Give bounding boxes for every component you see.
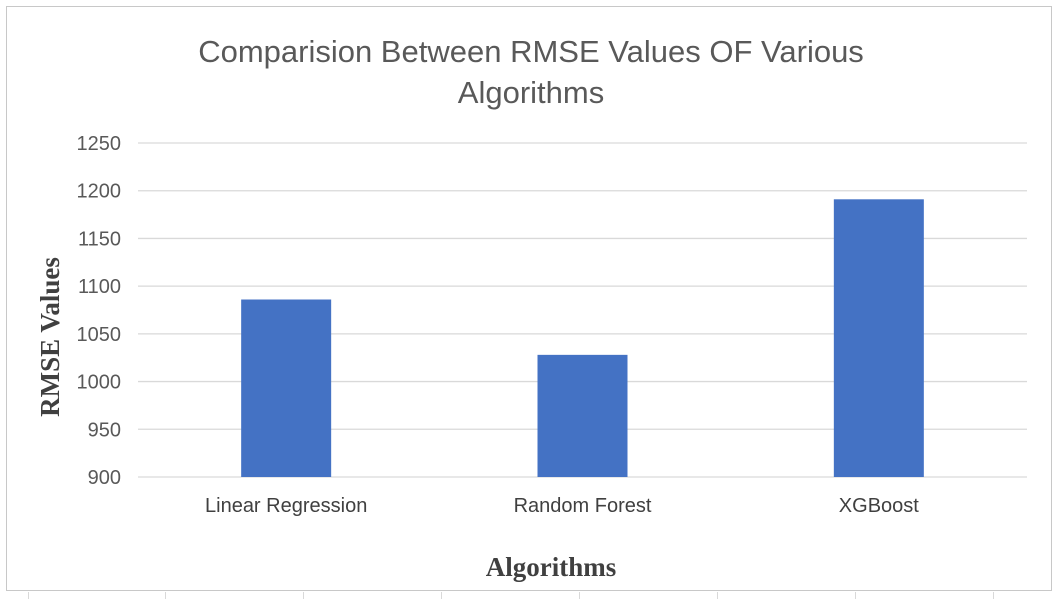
bar-random-forest — [537, 354, 628, 477]
y-tick-label: 1100 — [78, 276, 121, 298]
bars — [241, 199, 924, 477]
y-tick-label: 1050 — [77, 324, 122, 346]
y-tick-label: 1200 — [77, 181, 122, 203]
y-axis-ticks: 900 950 1000 1050 1100 1150 1200 1250 — [77, 133, 122, 489]
chart-svg: Comparision Between RMSE Values OF Vario… — [35, 34, 1027, 582]
strip-tick — [579, 592, 580, 599]
y-tick-label: 900 — [88, 467, 121, 489]
x-category-label: XGBoost — [839, 495, 919, 517]
chart-frame: Comparision Between RMSE Values OF Vario… — [6, 6, 1052, 591]
x-category-label: Linear Regression — [205, 495, 367, 517]
x-axis-categories: Linear Regression Random Forest XGBoost — [205, 495, 919, 517]
y-axis-label: RMSE Values — [35, 257, 65, 417]
bottom-strip — [0, 592, 1060, 599]
strip-tick — [993, 592, 994, 599]
strip-tick — [441, 592, 442, 599]
x-axis-label: Algorithms — [486, 552, 617, 582]
bar-xgboost — [833, 199, 924, 477]
bar-linear-regression — [241, 299, 332, 477]
strip-tick — [303, 592, 304, 599]
chart-title-line-2: Algorithms — [458, 75, 604, 110]
strip-tick — [855, 592, 856, 599]
y-tick-label: 1000 — [77, 372, 122, 394]
strip-tick — [28, 592, 29, 599]
y-tick-label: 950 — [88, 419, 121, 441]
strip-tick — [165, 592, 166, 599]
chart-title-line-1: Comparision Between RMSE Values OF Vario… — [198, 34, 864, 69]
x-category-label: Random Forest — [514, 495, 652, 517]
y-tick-label: 1150 — [78, 228, 121, 250]
strip-tick — [717, 592, 718, 599]
y-tick-label: 1250 — [77, 133, 122, 155]
